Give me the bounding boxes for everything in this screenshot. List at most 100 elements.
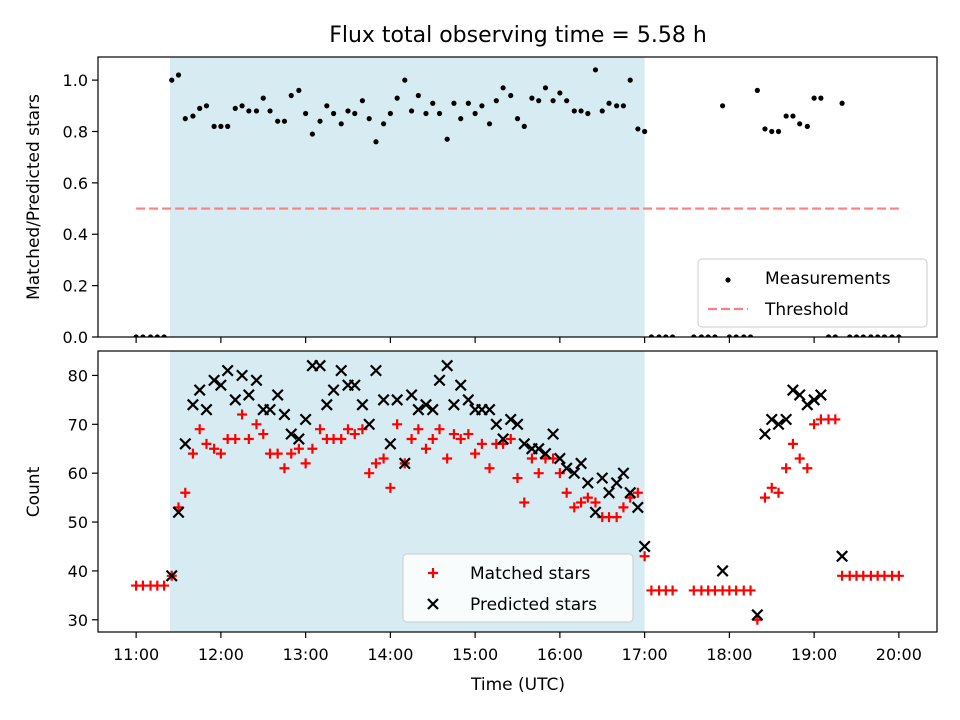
matched-star-point (420, 443, 431, 454)
predicted-star-point (299, 413, 312, 426)
predicted-star-point (221, 364, 234, 377)
predicted-star-point (483, 403, 496, 416)
matched-star-point (349, 429, 360, 440)
measurement-point (147, 334, 154, 337)
measurement-point (232, 105, 238, 111)
predicted-star-point (314, 359, 327, 372)
predicted-star-point (631, 501, 644, 514)
measurement-point (338, 121, 344, 127)
x-tick-label: 17:00 (622, 645, 668, 664)
measurement-point (656, 334, 662, 337)
matched-star-point (611, 512, 622, 523)
matched-star-point (809, 419, 820, 430)
matched-star-point (237, 409, 248, 420)
predicted-star-point (391, 393, 404, 406)
predicted-star-point (589, 506, 602, 519)
measurement-point (436, 110, 443, 117)
measurement-point (303, 110, 309, 117)
matched-star-point (773, 487, 784, 498)
measurement-point (839, 100, 845, 106)
measurement-point (465, 100, 471, 106)
measurement-point (458, 116, 464, 122)
predicted-star-point (398, 457, 411, 470)
predicted-star-point (327, 384, 340, 397)
matched-star-point (455, 433, 466, 444)
measurement-point (529, 95, 535, 101)
measurement-point (324, 103, 330, 109)
predicted-star-point (335, 364, 348, 377)
measurement-point (267, 108, 273, 114)
measurement-point (606, 100, 612, 106)
x-tick-label: 20:00 (876, 645, 922, 664)
measurement-point (225, 123, 231, 129)
measurement-point (408, 108, 415, 114)
predicted-star-point (808, 393, 821, 406)
matched-star-point (463, 429, 474, 440)
matched-star-point (561, 487, 572, 498)
predicted-star-point (405, 389, 418, 401)
y-tick-label: 50 (68, 513, 88, 532)
legend-label: Matched stars (470, 564, 590, 584)
x-tick-label: 15:00 (452, 645, 498, 664)
predicted-star-point (250, 374, 263, 387)
measurement-point (387, 110, 393, 117)
y-tick-label: 30 (68, 611, 88, 630)
measurement-point (402, 77, 408, 83)
x-tick-label: 13:00 (283, 645, 329, 664)
predicted-star-point (292, 432, 305, 445)
matched-star-point (315, 424, 326, 435)
matched-star-point (505, 433, 516, 444)
matched-star-point (519, 497, 530, 508)
measurement-point (733, 334, 739, 337)
predicted-star-point (200, 403, 213, 416)
measurement-point (669, 334, 676, 337)
measurement-point (133, 334, 139, 337)
measurement-point (592, 67, 599, 73)
measurement-point (797, 121, 803, 127)
legend-label: Predicted stars (470, 595, 597, 615)
measurement-point (875, 334, 881, 337)
measurement-point (542, 85, 549, 91)
measurement-point (415, 92, 421, 99)
measurement-point (627, 77, 633, 83)
legend-box (402, 553, 634, 623)
predicted-star-point (426, 403, 439, 416)
measurement-point (430, 100, 436, 106)
x-tick-label: 18:00 (706, 645, 752, 664)
predicted-star-point (377, 393, 390, 406)
predicted-star-point (814, 389, 827, 401)
measurement-point (281, 118, 288, 124)
measurement-point (253, 108, 260, 114)
predicted-star-point (165, 569, 178, 582)
matched-star-point (251, 419, 262, 430)
matched-star-point (293, 443, 304, 454)
matched-star-point (230, 433, 241, 444)
measurement-point (783, 113, 789, 119)
measurement-point (169, 77, 175, 83)
predicted-star-point (214, 379, 227, 392)
matched-star-point (893, 570, 904, 581)
measurement-point (741, 334, 747, 337)
top-y-axis-label: Matched/Predicted stars (24, 94, 44, 300)
measurement-point (444, 136, 450, 142)
measurement-point (564, 98, 570, 104)
measurement-point (345, 108, 351, 114)
predicted-star-point (433, 374, 446, 387)
measurement-point (203, 103, 210, 109)
predicted-star-point (320, 398, 333, 411)
measurement-point (571, 108, 577, 114)
bottom-y-axis-label: Count (24, 466, 44, 517)
observing-span-shading (170, 57, 645, 337)
axes-frame (97, 56, 938, 338)
measurement-point (514, 116, 521, 122)
y-tick-label: 0.8 (63, 122, 88, 141)
measurement-point (330, 110, 337, 117)
predicted-star-point (348, 379, 361, 392)
measurement-point (536, 98, 542, 104)
matched-star-point (781, 463, 792, 474)
predicted-star-point (547, 428, 560, 441)
measurement-point (832, 334, 838, 337)
predicted-star-point (278, 408, 291, 421)
predicted-star-point (208, 374, 221, 387)
